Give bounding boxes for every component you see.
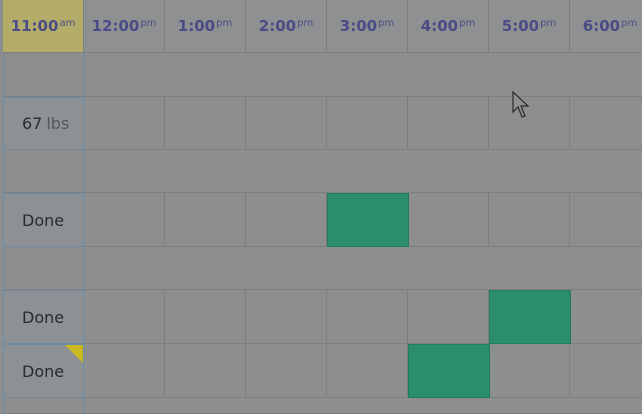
header-time: 4:00 xyxy=(420,17,459,35)
spacer-row xyxy=(3,398,642,414)
note-indicator xyxy=(65,345,83,363)
header-period: am xyxy=(59,17,76,29)
header-period: pm xyxy=(540,17,557,29)
completed-cell[interactable] xyxy=(408,344,490,398)
completed-cell[interactable] xyxy=(327,193,409,247)
grid-cell[interactable] xyxy=(489,193,570,247)
header-time: 12:00 xyxy=(91,17,140,35)
row-label-cell[interactable]: 67 lbs xyxy=(3,97,84,150)
grid-cell[interactable] xyxy=(570,97,642,150)
status-label: Done xyxy=(22,210,65,230)
column-header[interactable]: 5:00 pm xyxy=(489,0,570,53)
grid-cell[interactable] xyxy=(165,193,246,247)
grid-cell[interactable] xyxy=(84,193,165,247)
status-label: Done xyxy=(22,307,65,327)
row-label-cell[interactable]: Done xyxy=(3,193,84,247)
spacer-row xyxy=(3,247,642,290)
header-period: pm xyxy=(621,17,638,29)
grid-cell[interactable] xyxy=(489,97,570,150)
grid-cell[interactable] xyxy=(84,97,165,150)
completed-cell[interactable] xyxy=(489,290,571,344)
header-time: 3:00 xyxy=(339,17,378,35)
column-header[interactable]: 11:00 am xyxy=(3,0,84,53)
grid-cell[interactable] xyxy=(489,344,570,398)
grid-cell[interactable] xyxy=(570,344,642,398)
row-label-cell[interactable]: Done xyxy=(3,344,84,398)
column-header[interactable]: 4:00 pm xyxy=(408,0,489,53)
header-time: 1:00 xyxy=(177,17,216,35)
spacer-first-col xyxy=(3,53,84,97)
column-header[interactable]: 1:00 pm xyxy=(165,0,246,53)
grid-cell[interactable] xyxy=(165,97,246,150)
header-period: pm xyxy=(297,17,314,29)
grid-cell[interactable] xyxy=(327,97,408,150)
row-label-cell[interactable]: Done xyxy=(3,290,84,344)
grid-cell[interactable] xyxy=(327,290,408,344)
header-time: 6:00 xyxy=(582,17,621,35)
grid-cell[interactable] xyxy=(84,344,165,398)
grid-cell[interactable] xyxy=(246,193,327,247)
note-triangle xyxy=(65,345,83,363)
grid-cell[interactable] xyxy=(84,290,165,344)
grid-cell[interactable] xyxy=(408,193,489,247)
grid-cell[interactable] xyxy=(246,344,327,398)
header-time: 11:00 xyxy=(10,17,59,35)
weight-unit: lbs xyxy=(46,114,70,133)
grid-cell[interactable] xyxy=(327,344,408,398)
column-header[interactable]: 3:00 pm xyxy=(327,0,408,53)
column-header[interactable]: 6:00 pm xyxy=(570,0,642,53)
grid-cell[interactable] xyxy=(246,97,327,150)
weight-value: 67 xyxy=(22,114,43,133)
header-period: pm xyxy=(140,17,157,29)
grid-cell[interactable] xyxy=(408,97,489,150)
status-label: Done xyxy=(22,361,65,381)
grid-cell[interactable] xyxy=(165,290,246,344)
header-time: 2:00 xyxy=(258,17,297,35)
spacer-row xyxy=(3,53,642,97)
header-time: 5:00 xyxy=(501,17,540,35)
grid-cell[interactable] xyxy=(246,290,327,344)
header-period: pm xyxy=(378,17,395,29)
column-header[interactable]: 12:00 pm xyxy=(84,0,165,53)
header-period: pm xyxy=(459,17,476,29)
spacer-first-col xyxy=(3,247,84,290)
grid-cell[interactable] xyxy=(165,344,246,398)
spacer-first-col xyxy=(3,398,84,414)
grid-cell[interactable] xyxy=(408,290,489,344)
grid-cell[interactable] xyxy=(570,193,642,247)
grid-cell[interactable] xyxy=(570,290,642,344)
spacer-row xyxy=(3,150,642,193)
spacer-first-col xyxy=(3,150,84,193)
column-header[interactable]: 2:00 pm xyxy=(246,0,327,53)
header-period: pm xyxy=(216,17,233,29)
